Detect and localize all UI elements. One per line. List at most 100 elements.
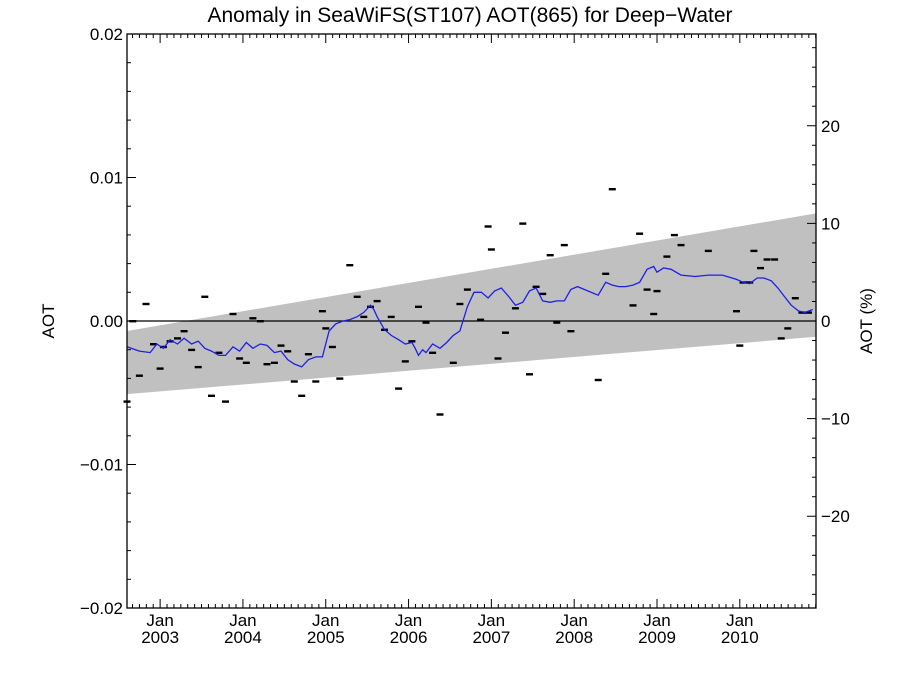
x-tick-label-month: Jan	[643, 611, 670, 630]
data-point	[328, 345, 336, 349]
data-point	[429, 351, 437, 354]
x-tick-label-year: 2006	[390, 628, 428, 647]
x-tick-label-month: Jan	[146, 611, 173, 630]
data-point	[208, 394, 215, 397]
data-point	[539, 292, 547, 296]
data-point	[511, 307, 519, 310]
data-point	[746, 281, 754, 284]
data-point	[650, 312, 658, 316]
data-point	[188, 348, 196, 352]
data-point	[312, 380, 320, 383]
x-tick-label-year: 2009	[638, 628, 676, 647]
data-point	[784, 327, 792, 330]
y-tick-label-left: −0.01	[80, 456, 123, 475]
x-tick-label-year: 2005	[307, 628, 345, 647]
y-tick-label-left: 0.00	[90, 312, 123, 331]
data-point	[166, 340, 174, 343]
x-tick-label-year: 2007	[472, 628, 510, 647]
uncertainty-band	[127, 213, 816, 395]
x-tick-label-year: 2004	[224, 628, 262, 647]
x-tick-label-month: Jan	[229, 611, 256, 630]
data-point	[449, 361, 457, 364]
data-point	[408, 340, 416, 343]
data-point	[159, 345, 167, 349]
data-point	[629, 304, 637, 307]
y-tick-label-left: −0.02	[80, 599, 123, 618]
data-point	[135, 374, 143, 377]
data-point	[298, 394, 306, 397]
data-point	[242, 361, 250, 364]
data-point	[546, 254, 554, 257]
data-point	[636, 232, 644, 235]
chart-title: Anomaly in SeaWiFS(ST107) AOT(865) for D…	[208, 4, 733, 27]
data-point	[608, 188, 616, 191]
data-point	[174, 337, 181, 340]
data-point	[771, 258, 779, 261]
data-point	[194, 365, 202, 369]
data-point	[560, 243, 568, 247]
data-point	[484, 225, 492, 228]
data-point	[360, 315, 368, 319]
y-axis-label-left: AOT	[39, 304, 58, 339]
data-point	[463, 288, 471, 291]
y-tick-label-right: 0	[821, 312, 830, 331]
data-point	[270, 361, 278, 364]
data-point	[318, 310, 326, 313]
data-point	[777, 337, 785, 340]
data-point	[494, 357, 502, 360]
y-tick-label-right: 10	[821, 214, 840, 233]
x-tick-label-year: 2010	[721, 628, 759, 647]
data-point	[353, 295, 361, 298]
data-point	[653, 289, 661, 293]
data-point	[290, 380, 298, 383]
data-point	[336, 377, 344, 380]
data-point	[733, 310, 740, 313]
data-point	[236, 357, 244, 360]
y-axis-label-right: AOT (%)	[857, 288, 876, 354]
data-point	[677, 243, 685, 247]
data-point	[502, 331, 509, 334]
data-point	[704, 249, 712, 253]
data-point	[387, 315, 395, 319]
y-tick-label-right: −10	[821, 410, 850, 429]
data-point	[757, 266, 764, 270]
data-point	[346, 264, 354, 267]
data-point	[519, 222, 527, 225]
data-point	[150, 343, 157, 346]
data-point	[602, 272, 610, 275]
data-point	[322, 327, 330, 330]
data-point	[532, 285, 540, 288]
data-point	[477, 318, 485, 321]
y-tick-label-left: 0.02	[90, 25, 123, 44]
data-point	[229, 312, 237, 316]
data-point	[367, 305, 374, 308]
data-point	[553, 321, 561, 324]
x-tick-label-month: Jan	[478, 611, 505, 630]
data-point	[142, 302, 150, 306]
data-point	[256, 320, 264, 323]
y-tick-label-left: 0.01	[90, 169, 123, 188]
data-point	[594, 378, 602, 382]
data-point	[763, 258, 771, 261]
data-point	[277, 344, 285, 347]
plot-area: 0.020.010.00−0.01−0.0220100−10−20Jan2003…	[80, 25, 850, 647]
data-point	[422, 321, 430, 324]
data-point	[304, 353, 312, 356]
data-point	[415, 305, 422, 308]
data-point	[487, 248, 495, 251]
data-point	[663, 255, 671, 258]
data-point	[401, 360, 409, 363]
data-point	[180, 330, 188, 333]
data-point	[249, 317, 257, 320]
series-line	[126, 265, 813, 368]
x-tick-label-year: 2003	[141, 628, 179, 647]
data-point	[215, 351, 223, 354]
data-point	[456, 302, 464, 306]
data-point	[201, 295, 209, 298]
x-tick-label-year: 2008	[555, 628, 593, 647]
data-point	[805, 311, 812, 314]
x-tick-label-month: Jan	[560, 611, 587, 630]
data-point	[222, 400, 229, 403]
data-point	[643, 288, 651, 291]
